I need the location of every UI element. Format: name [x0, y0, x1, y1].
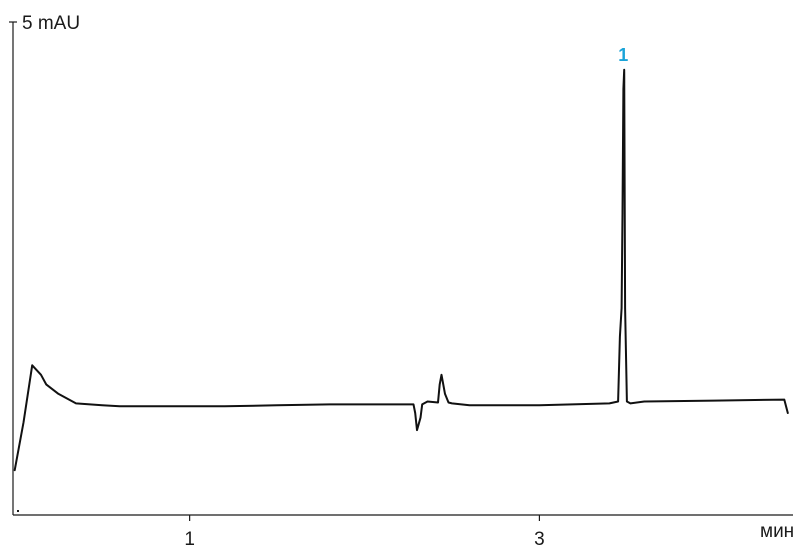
x-tick-label-1: 1: [184, 529, 195, 547]
peak-markers: 1: [17, 45, 628, 512]
peak-label: 1: [618, 45, 628, 65]
x-tick-label-3: 3: [534, 529, 545, 547]
y-axis-scale-label: 5 mAU: [22, 13, 80, 34]
chromatogram-trace: [13, 68, 789, 472]
x-axis-unit-label: мин: [760, 521, 793, 542]
